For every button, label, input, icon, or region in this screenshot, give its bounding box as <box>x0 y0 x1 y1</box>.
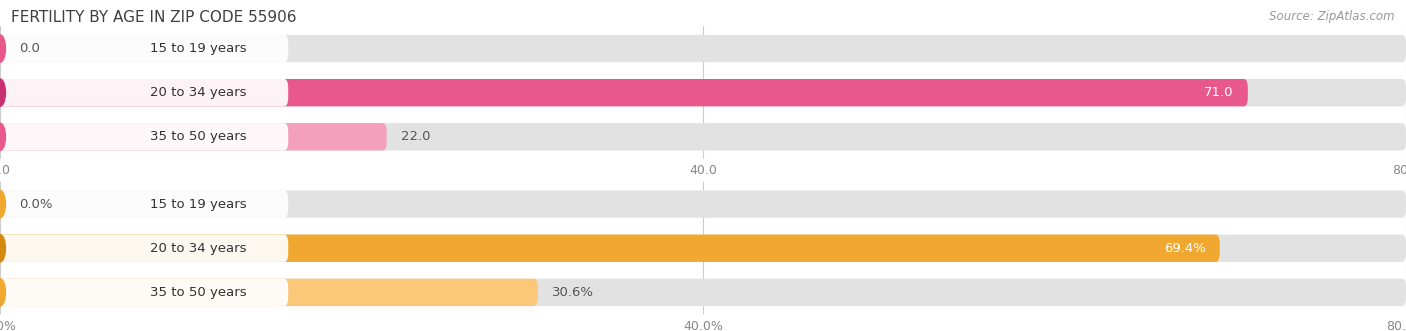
Circle shape <box>0 235 6 262</box>
Text: FERTILITY BY AGE IN ZIP CODE 55906: FERTILITY BY AGE IN ZIP CODE 55906 <box>11 10 297 25</box>
FancyBboxPatch shape <box>0 235 1220 262</box>
FancyBboxPatch shape <box>0 235 288 262</box>
Text: Source: ZipAtlas.com: Source: ZipAtlas.com <box>1270 10 1395 23</box>
Text: 69.4%: 69.4% <box>1164 242 1206 255</box>
FancyBboxPatch shape <box>0 190 288 218</box>
FancyBboxPatch shape <box>0 123 387 151</box>
Text: 20 to 34 years: 20 to 34 years <box>150 242 246 255</box>
FancyBboxPatch shape <box>0 190 6 218</box>
FancyBboxPatch shape <box>0 35 1406 62</box>
FancyBboxPatch shape <box>0 279 537 306</box>
Text: 15 to 19 years: 15 to 19 years <box>150 198 246 211</box>
Circle shape <box>0 279 6 306</box>
FancyBboxPatch shape <box>0 235 1406 262</box>
FancyBboxPatch shape <box>0 79 1406 106</box>
Text: 20 to 34 years: 20 to 34 years <box>150 86 246 99</box>
Text: 22.0: 22.0 <box>401 130 430 143</box>
Circle shape <box>0 79 6 106</box>
Circle shape <box>0 35 6 62</box>
Text: 0.0%: 0.0% <box>20 198 53 211</box>
FancyBboxPatch shape <box>0 123 1406 151</box>
Text: 0.0: 0.0 <box>20 42 41 55</box>
Text: 30.6%: 30.6% <box>551 286 593 299</box>
FancyBboxPatch shape <box>0 279 288 306</box>
Circle shape <box>0 190 6 218</box>
FancyBboxPatch shape <box>0 123 288 151</box>
Text: 71.0: 71.0 <box>1205 86 1234 99</box>
Text: 15 to 19 years: 15 to 19 years <box>150 42 246 55</box>
FancyBboxPatch shape <box>0 190 1406 218</box>
FancyBboxPatch shape <box>0 35 6 62</box>
Text: 35 to 50 years: 35 to 50 years <box>150 130 246 143</box>
FancyBboxPatch shape <box>0 35 288 62</box>
Text: 35 to 50 years: 35 to 50 years <box>150 286 246 299</box>
Circle shape <box>0 123 6 151</box>
FancyBboxPatch shape <box>0 79 288 106</box>
FancyBboxPatch shape <box>0 279 1406 306</box>
FancyBboxPatch shape <box>0 79 1249 106</box>
